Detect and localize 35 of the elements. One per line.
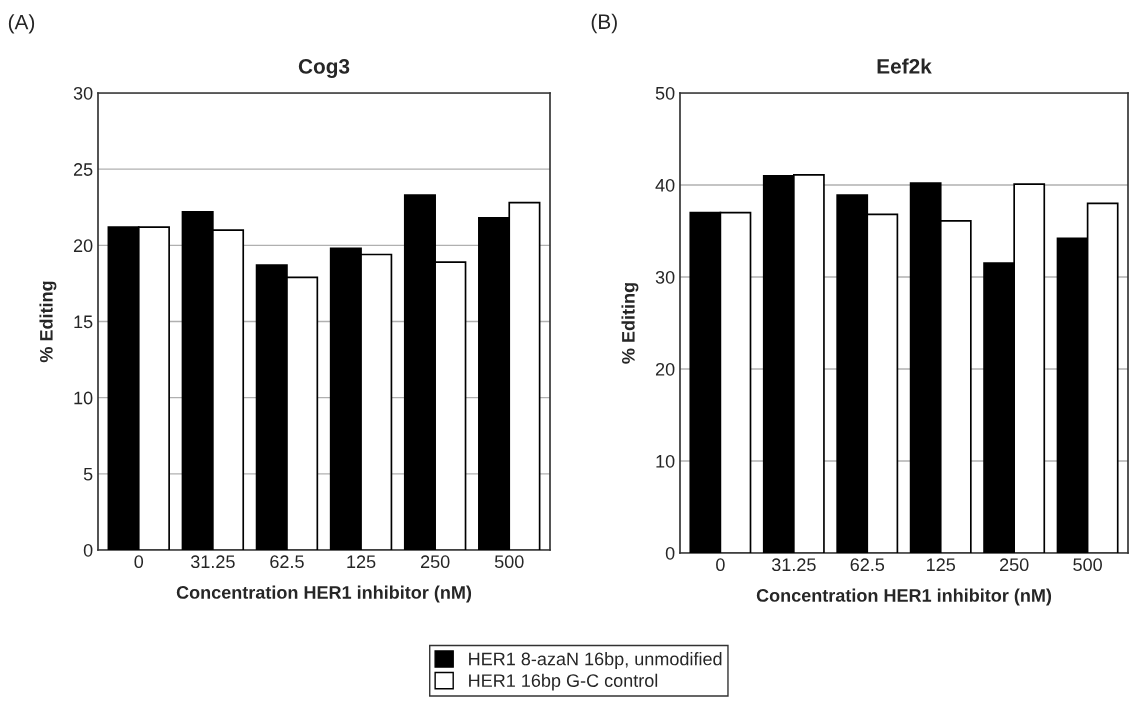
x-tick-label: 31.25 bbox=[771, 558, 816, 572]
x-axis-title: Concentration HER1 inhibitor (nM) bbox=[756, 588, 1052, 606]
y-tick-label: 20 bbox=[73, 239, 93, 253]
chart-title: Cog3 bbox=[298, 59, 350, 78]
y-tick-label: 25 bbox=[73, 163, 93, 176]
y-tick-label: 10 bbox=[656, 454, 675, 468]
text: (A) bbox=[8, 14, 35, 34]
y-tick-label: 40 bbox=[655, 178, 675, 192]
x-tick-label: 0 bbox=[134, 555, 144, 569]
y-tick-label: 30 bbox=[655, 270, 675, 284]
text: (B) bbox=[591, 13, 617, 34]
x-tick-label: 62.5 bbox=[850, 558, 885, 572]
y-tick-label: 0 bbox=[665, 546, 675, 560]
y-tick-label: 15 bbox=[74, 315, 93, 329]
x-tick-label: 250 bbox=[1000, 558, 1029, 572]
y-tick-label: 5 bbox=[83, 467, 93, 481]
x-tick-label: 500 bbox=[1073, 558, 1102, 572]
y-tick-label: 0 bbox=[83, 543, 93, 557]
x-tick-label: 250 bbox=[421, 555, 450, 569]
chart-title: Eef2k bbox=[877, 58, 932, 74]
legend-label: HER1 8-azaN 16bp, unmodified bbox=[469, 652, 722, 669]
x-tick-label: 500 bbox=[494, 555, 524, 569]
y-tick-label: 50 bbox=[655, 86, 675, 100]
x-tick-label: 62.5 bbox=[270, 555, 304, 569]
y-axis-title: % Editing bbox=[621, 283, 639, 364]
legend-label: HER1 16bp G-C control bbox=[469, 673, 658, 691]
x-axis-title: Concentration HER1 inhibitor (nM) bbox=[176, 585, 472, 603]
x-tick-label: 0 bbox=[716, 558, 725, 572]
x-tick-label: 125 bbox=[927, 558, 956, 572]
y-tick-label: 30 bbox=[73, 86, 93, 100]
x-tick-label: 125 bbox=[347, 555, 376, 569]
x-tick-label: 31.25 bbox=[190, 555, 235, 569]
y-tick-label: 10 bbox=[74, 391, 93, 405]
y-tick-label: 20 bbox=[655, 362, 675, 376]
y-axis-title: % Editing bbox=[39, 281, 57, 363]
